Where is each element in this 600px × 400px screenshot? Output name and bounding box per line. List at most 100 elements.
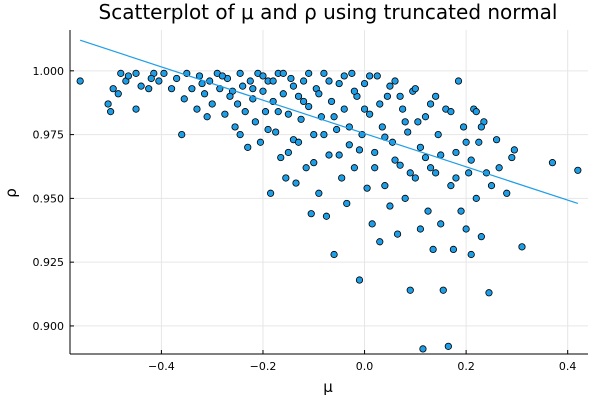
data-point [373, 72, 381, 80]
data-point [294, 92, 303, 100]
data-point [343, 199, 351, 208]
data-point [221, 110, 229, 118]
data-point [109, 85, 117, 93]
data-point [472, 108, 480, 116]
data-point [383, 92, 391, 100]
data-point [447, 182, 455, 190]
data-point [132, 105, 140, 113]
data-point [462, 225, 470, 233]
data-point [363, 184, 371, 192]
data-point [335, 151, 343, 159]
data-point [518, 243, 526, 251]
data-point [124, 72, 132, 80]
data-point [246, 77, 254, 85]
data-point [249, 85, 257, 93]
data-point [236, 69, 244, 77]
data-point [200, 90, 209, 98]
data-point [376, 238, 384, 246]
x-tick-label: −0.4 [148, 360, 175, 373]
x-ticks: −0.4 −0.2 0.0 0.2 0.4 [148, 350, 576, 373]
data-point [284, 148, 292, 157]
data-point [401, 194, 409, 202]
data-point [472, 194, 480, 202]
fit-line-group [79, 39, 579, 205]
data-point [360, 105, 369, 113]
data-point [292, 179, 300, 187]
data-point [366, 72, 374, 80]
data-point [104, 100, 112, 108]
data-point [447, 108, 455, 116]
data-point [381, 182, 389, 190]
data-point [330, 113, 338, 121]
data-point [338, 174, 346, 182]
data-point [279, 69, 287, 77]
x-tick-label: −0.2 [250, 360, 277, 373]
y-tick-label: 0.950 [33, 192, 65, 205]
data-point [333, 125, 341, 134]
data-point [256, 138, 265, 146]
data-point [178, 131, 186, 139]
data-point [457, 207, 465, 215]
data-point [411, 174, 419, 182]
data-point [492, 136, 501, 144]
data-point [305, 69, 313, 77]
data-point [416, 143, 425, 151]
data-point [167, 85, 176, 93]
y-ticks: 0.900 0.925 0.950 0.975 1.000 [33, 65, 74, 333]
data-point [145, 85, 153, 93]
y-tick-label: 1.000 [33, 65, 65, 78]
data-point [391, 156, 399, 164]
data-point [462, 138, 470, 146]
data-point [282, 174, 290, 182]
data-point [404, 128, 412, 136]
data-point [508, 153, 516, 162]
data-point [137, 82, 145, 90]
data-point [259, 72, 267, 80]
data-point [208, 100, 216, 108]
data-point [132, 69, 140, 77]
data-point [325, 151, 333, 159]
data-point [421, 113, 430, 121]
data-point [495, 164, 503, 172]
y-axis-label: ρ [2, 188, 20, 198]
data-point [548, 159, 557, 167]
data-point [236, 131, 244, 139]
data-point [340, 105, 348, 113]
data-point [239, 82, 247, 90]
data-point [475, 138, 483, 146]
data-point [396, 161, 404, 169]
data-point [226, 92, 234, 100]
data-point [355, 146, 364, 154]
data-point [160, 69, 168, 77]
data-point [348, 69, 356, 77]
data-point [320, 69, 328, 77]
data-point [218, 72, 226, 80]
data-point [180, 95, 188, 103]
data-point [297, 115, 305, 123]
data-point [467, 250, 475, 259]
data-point [251, 118, 259, 126]
data-point [386, 202, 394, 210]
data-point [340, 72, 348, 80]
data-point [393, 230, 402, 238]
data-point [350, 164, 358, 172]
data-point [241, 108, 249, 116]
data-points [76, 69, 582, 353]
data-point [284, 110, 292, 118]
y-tick-label: 0.900 [33, 320, 65, 333]
fit-line [79, 39, 579, 205]
data-point [452, 148, 460, 157]
data-point [310, 159, 318, 167]
data-point [429, 245, 437, 253]
data-point [310, 131, 318, 139]
data-point [114, 90, 122, 98]
data-point [117, 69, 125, 77]
data-point [487, 182, 496, 190]
data-point [279, 90, 287, 98]
data-point [300, 77, 308, 85]
data-point [391, 77, 399, 85]
data-point [330, 250, 338, 259]
chart-title: Scatterplot of μ and ρ using truncated n… [99, 0, 558, 24]
data-point [300, 97, 308, 106]
data-point [274, 108, 282, 116]
